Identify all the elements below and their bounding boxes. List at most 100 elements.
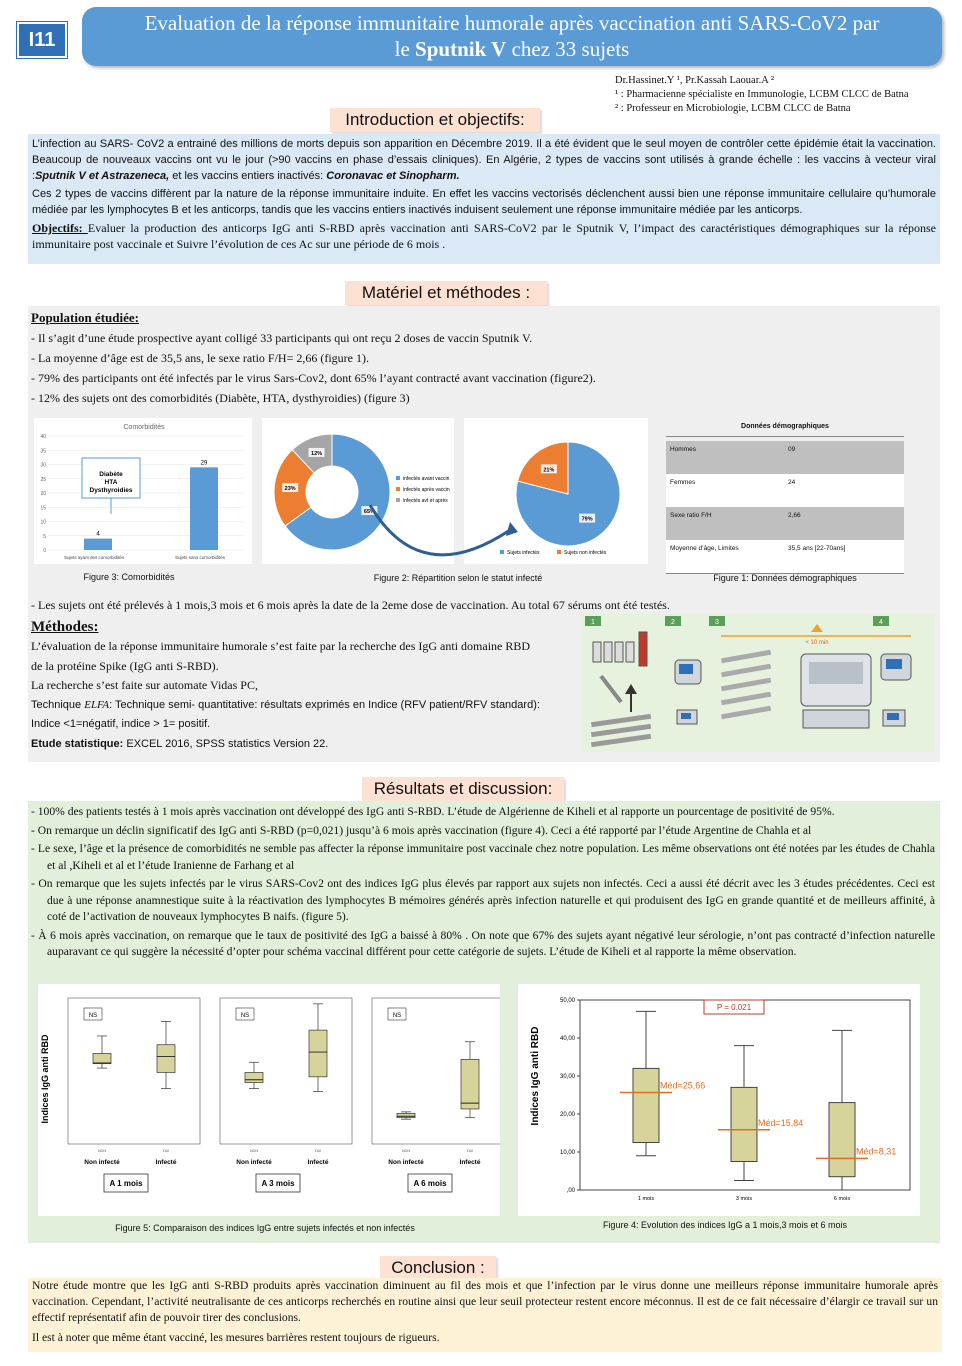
fig3-legend-item: HTA — [105, 479, 118, 486]
step-number: 2 — [671, 619, 675, 626]
intro-p1-text-2: et les vaccins entiers inactivés: — [169, 170, 327, 182]
fig4-pvalue: P = 0.021 — [717, 1003, 752, 1012]
fig3-ytick-label: 25 — [40, 477, 46, 483]
intro-p1-vector-vaccines: Sputnik V et Astrazeneca, — [35, 170, 170, 182]
reagent-strips-icon — [721, 649, 772, 720]
fig5-panel-frame — [219, 997, 353, 1145]
reader-device-icon — [674, 659, 702, 725]
fig1-row: Sexe ratio F/H 2,66 — [666, 507, 904, 540]
donut-legend-swatch — [396, 498, 400, 502]
fig5-box — [244, 1072, 264, 1084]
methods-heading: Matériel et méthodes : — [345, 281, 547, 305]
result-item: - On remarque un déclin significatif des… — [31, 823, 812, 837]
stat-label: Etude statistique: — [31, 737, 124, 750]
technique-desc: : Technique semi- quantitative: résultat… — [109, 698, 540, 711]
connector-arrowhead — [506, 522, 518, 536]
pie-label-bg — [361, 506, 378, 516]
pie-legend-swatch — [557, 550, 561, 554]
pie-label-bg — [579, 513, 596, 523]
fig2-donut-labels: 65% 23% 12% — [282, 447, 378, 516]
intro-paragraph-1: L’infection au SARS- CoV2 a entrainé des… — [32, 136, 936, 184]
fig5-panels: NS NON Non infecté OUI Infecté A 1 mois NS NON N… — [67, 997, 505, 1193]
pie-label-bg — [540, 464, 557, 474]
population-item: - 79% des participants ont été infectés … — [31, 371, 596, 385]
fig3-ytick-label: 10 — [40, 520, 46, 526]
fig5-period-label: A 3 mois — [261, 1179, 295, 1188]
result-monitor-icon — [880, 653, 912, 727]
fig4-caption: Figure 4: Evolution des indices IgG a 1 … — [602, 1220, 848, 1230]
fig4-median-label: Méd=8,31 — [856, 1146, 896, 1156]
fig5-period-label: A 1 mois — [109, 1179, 143, 1188]
methods-line: Technique ELFA: Technique semi- quantita… — [31, 696, 581, 716]
connector-curve — [368, 504, 511, 557]
results-heading: Résultats et discussion: — [362, 777, 564, 801]
population-item: - La moyenne d’âge est de 35,5 ans, le s… — [31, 351, 369, 365]
fig3-bar — [190, 467, 218, 550]
author-names: Dr.Hassinet.Y ¹, Pr.Kassah Laouar.A ² — [615, 75, 775, 86]
protocol-illustration: 1 2 3 4 — [581, 614, 935, 752]
fig3-title: Comorbidités — [123, 424, 165, 431]
step-number: 4 — [879, 619, 883, 626]
fig5-period-box — [255, 1173, 301, 1193]
pie-slice-label: 12% — [311, 451, 322, 457]
donut-legend-label: infectés avant vaccin — [403, 476, 450, 482]
fig3-category-label: Sujets ayant des comorbidités — [64, 555, 125, 560]
fig4-box — [730, 1086, 758, 1162]
fig4-ytick-label: 10,00 — [560, 1150, 576, 1156]
pie-slice — [284, 433, 391, 551]
fig4-xtick-label: 3 mois — [736, 1196, 752, 1202]
fig1-row: Moyenne d’âge, Limites 35,5 ans [22-70ans… — [666, 540, 904, 574]
fig1-caption: Figure 1: Données démographiques — [713, 573, 857, 583]
fig3-legend-item: Diabète — [99, 471, 123, 478]
fig5-xlabel: Infecté — [308, 1159, 329, 1166]
fig1-row-label: Hommes — [670, 446, 697, 453]
conclusion-section: Notre étude montre que les IgG anti S-RB… — [28, 1278, 942, 1352]
fig5-card: Indices IgG anti RBD NS NON Non infecté OUI… — [38, 984, 505, 1216]
fig5-small-xlabel: OUI — [467, 1149, 473, 1153]
population-item: - Il s’agit d’une étude prospective ayan… — [31, 331, 533, 345]
pie-slice-label: 65% — [364, 509, 375, 515]
result-item: - 100% des patients testés à 1 mois aprè… — [31, 805, 835, 818]
fig1-row-value: 09 — [788, 446, 796, 453]
fig2-pie-chart: 79% 21% Sujets infectés Sujets non infect… — [500, 441, 621, 556]
strips-icon — [591, 713, 652, 748]
fig5-period-label: A 6 mois — [413, 1179, 447, 1188]
fig4-pvalue-box — [703, 999, 765, 1015]
result-item: - On remarque que les sujets infectés pa… — [31, 877, 935, 923]
fig4-ytick-label: 50,00 — [560, 998, 576, 1004]
donut-legend-label: infectés avt et après — [403, 498, 448, 504]
step-badge — [665, 616, 681, 626]
intro-p1-text: L’infection au SARS- CoV2 a entrainé des… — [32, 138, 936, 182]
fig3-ytick-label: 40 — [40, 434, 46, 440]
title-vaccine-name: Sputnik V — [415, 37, 507, 61]
fig4-median-label: Méd=25,66 — [660, 1080, 705, 1090]
objectives-label: Objectifs: — [32, 221, 88, 235]
fig5-caption: Figure 5: Comparaison des indices IgG en… — [115, 1223, 415, 1233]
methods-line: La recherche s’est faite sur automate Vi… — [31, 678, 258, 692]
technique-elfa: ELFA — [84, 698, 110, 711]
pipette-icon — [599, 674, 637, 712]
fig2-donut-card: 65% 23% 12% infectés avant vaccin infectés… — [262, 418, 454, 564]
conclusion-heading: Conclusion : — [380, 1256, 496, 1280]
pie-label-bg — [282, 483, 299, 493]
result-item: - À 6 mois après vaccination, on remarqu… — [31, 928, 935, 959]
fig4-box — [828, 1102, 856, 1178]
affiliation-2: ² : Professeur en Microbiologie, LCBM CL… — [615, 103, 851, 114]
technique-label: Technique — [31, 698, 85, 711]
fig3-caption: Figure 3: Comorbidités — [83, 572, 175, 582]
fig4-ytick-label: ,00 — [567, 1188, 576, 1194]
fig4-ytick-label: 20,00 — [560, 1112, 576, 1118]
intro-paragraph-2: Ces 2 types de vaccins diffèrent par la … — [32, 188, 936, 216]
fig3-ytick-label: 35 — [40, 448, 46, 454]
pie-legend-label: Sujets infectés — [507, 550, 540, 556]
fig5-box — [460, 1058, 480, 1110]
fig5-box — [308, 1029, 328, 1078]
pie-label-bg — [308, 447, 325, 457]
methods-title: Méthodes: — [31, 619, 99, 635]
fig5-ns-box — [387, 1007, 407, 1021]
fig3-ytick-label: 5 — [43, 534, 46, 540]
stat-text: EXCEL 2016, SPSS statistics Version 22. — [123, 737, 329, 750]
sampling-text: - Les sujets ont été prélevés à 1 mois,3… — [31, 598, 670, 612]
fig5-xlabel: Infecté — [460, 1159, 481, 1166]
fig5-chart: Indices IgG anti RBD NS NON Non infecté OUI… — [40, 997, 505, 1193]
